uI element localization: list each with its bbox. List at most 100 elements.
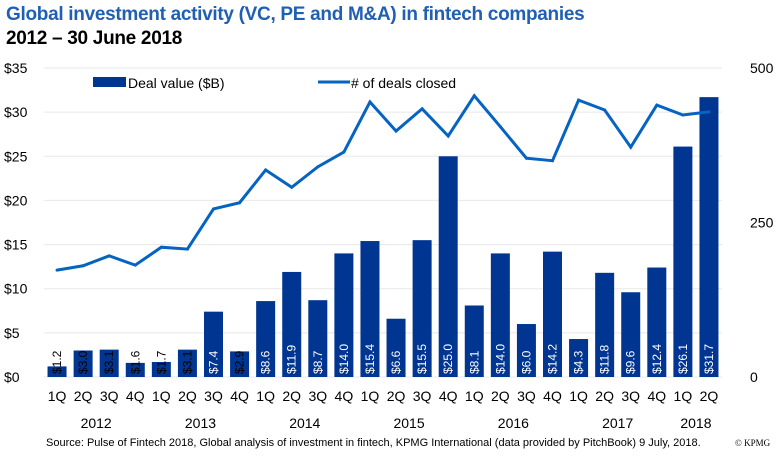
x-axis-quarter-label: 2Q (74, 388, 93, 404)
bar-data-label: $11.9 (285, 345, 299, 374)
right-axis-tick-label: 500 (750, 60, 774, 76)
chart-subtitle: 2012 – 30 June 2018 (6, 28, 182, 49)
bar-data-label: $25.0 (441, 344, 455, 374)
right-axis-tick-label: 250 (750, 215, 774, 231)
bar-deal-value (47, 366, 67, 377)
bar-data-label: $4.3 (572, 350, 586, 374)
bar-deal-value (699, 97, 719, 378)
x-axis-quarter-label: 4Q (230, 388, 249, 404)
deals-closed-point (394, 129, 398, 133)
x-axis-years: 2012 2013 2014 2015 2016 2017 2018 (81, 415, 712, 431)
deals-closed-point (316, 165, 320, 169)
bar-data-label: $14.0 (493, 344, 507, 374)
bar-data-label: $12.4 (650, 344, 664, 374)
bar-deal-value (308, 300, 328, 377)
deals-closed-line (56, 93, 710, 272)
deals-closed-point (420, 107, 424, 111)
deals-closed-point (107, 254, 111, 258)
bar-data-label: $6.0 (519, 350, 533, 374)
deals-closed-point (446, 134, 450, 138)
deals-closed-point (368, 100, 372, 104)
deals-closed-point (290, 185, 294, 189)
bar-data-label: $8.1 (467, 350, 481, 374)
x-axis-quarter-label: 1Q (152, 388, 171, 404)
kpmg-copyright: © KPMG (735, 438, 771, 448)
x-axis-year-label: 2012 (81, 415, 112, 431)
x-axis-quarter-label: 2Q (387, 388, 406, 404)
bar-data-label: $1.6 (128, 350, 142, 374)
bar-deal-value (569, 339, 589, 377)
x-axis-quarter-label: 1Q (361, 388, 380, 404)
bar-deal-value (464, 305, 484, 377)
x-axis-quarter-label: 4Q (439, 388, 458, 404)
deals-closed-point (238, 201, 242, 205)
deals-closed-point (472, 94, 476, 98)
deals-closed-point (681, 113, 685, 117)
bar-deal-value (621, 292, 641, 377)
bar-deal-value (438, 156, 458, 377)
x-axis-quarter-label: 3Q (100, 388, 119, 404)
bar-deal-value (204, 311, 223, 377)
bar-data-label: $7.4 (207, 350, 221, 374)
bar-deal-value (282, 271, 302, 377)
x-axis-year-label: 2014 (289, 415, 320, 431)
bar-data-label: $3.1 (180, 350, 194, 374)
deals-closed-point (524, 156, 528, 160)
deals-closed-point (212, 207, 215, 211)
x-axis-quarter-label: 2Q (491, 388, 510, 404)
deals-closed-point (629, 145, 633, 149)
deals-closed-point (264, 168, 268, 172)
bar-data-label: $15.5 (415, 344, 429, 374)
x-axis-year-label: 2017 (602, 415, 633, 431)
x-axis-year-label: 2015 (393, 415, 424, 431)
left-axis-tick-label: $30 (4, 104, 28, 120)
bar-deal-value (334, 253, 354, 377)
bar-data-label: $3.0 (76, 350, 90, 374)
bar-data-label: $15.4 (363, 344, 377, 374)
x-axis-quarter-label: 2Q (178, 388, 197, 404)
bar-deal-value (230, 351, 250, 377)
x-axis-year-label: 2016 (498, 415, 529, 431)
right-axis: 0 250 500 (750, 60, 774, 385)
bar-data-label: $8.7 (311, 350, 325, 374)
x-axis-quarter-label: 1Q (674, 388, 693, 404)
bar-deal-value (673, 146, 693, 377)
left-axis: $0 $5 $10 $15 $20 $25 $30 $35 (4, 60, 28, 385)
deals-closed-point (655, 103, 659, 107)
deals-closed-point (342, 150, 346, 154)
bar-deal-value (177, 349, 197, 377)
bar-data-label: $8.6 (259, 350, 273, 374)
right-axis-tick-label: 0 (750, 369, 758, 385)
bar-deal-value (595, 272, 615, 377)
bar-data-label: $11.8 (598, 345, 612, 374)
x-axis-quarter-label: 2Q (282, 388, 301, 404)
deals-closed-point (81, 264, 85, 268)
bar-data-label: $14.0 (337, 344, 351, 374)
deals-closed-point (55, 268, 59, 272)
chart-title: Global investment activity (VC, PE and M… (6, 4, 585, 25)
source-note: Source: Pulse of Fintech 2018, Global an… (46, 437, 701, 449)
x-axis-quarter-label: 1Q (465, 388, 484, 404)
x-axis-quarter-label: 3Q (621, 388, 640, 404)
bar-data-label: $31.7 (702, 344, 716, 374)
bar-data-label: $26.1 (676, 344, 690, 374)
legend-label-deal-value: Deal value ($B) (128, 75, 225, 91)
left-axis-tick-label: $10 (4, 281, 28, 297)
bar-deal-value (516, 324, 536, 377)
left-axis-tick-label: $15 (4, 237, 28, 253)
bar-data-label: $9.6 (624, 350, 638, 374)
bar-deal-value (256, 301, 276, 377)
bar-deal-value (73, 350, 93, 377)
left-axis-tick-label: $0 (4, 369, 20, 385)
legend: Deal value ($B) # of deals closed (93, 75, 456, 91)
bar-deal-value (151, 361, 171, 377)
bars (47, 97, 719, 378)
left-axis-tick-label: $35 (4, 60, 28, 76)
legend-label-deals-closed: # of deals closed (351, 75, 456, 91)
x-axis-quarter-label: 4Q (335, 388, 354, 404)
bar-data-label: $1.7 (154, 350, 168, 374)
x-axis-year-label: 2013 (185, 415, 216, 431)
deals-closed-point (498, 125, 502, 129)
deals-closed-point (577, 98, 581, 102)
